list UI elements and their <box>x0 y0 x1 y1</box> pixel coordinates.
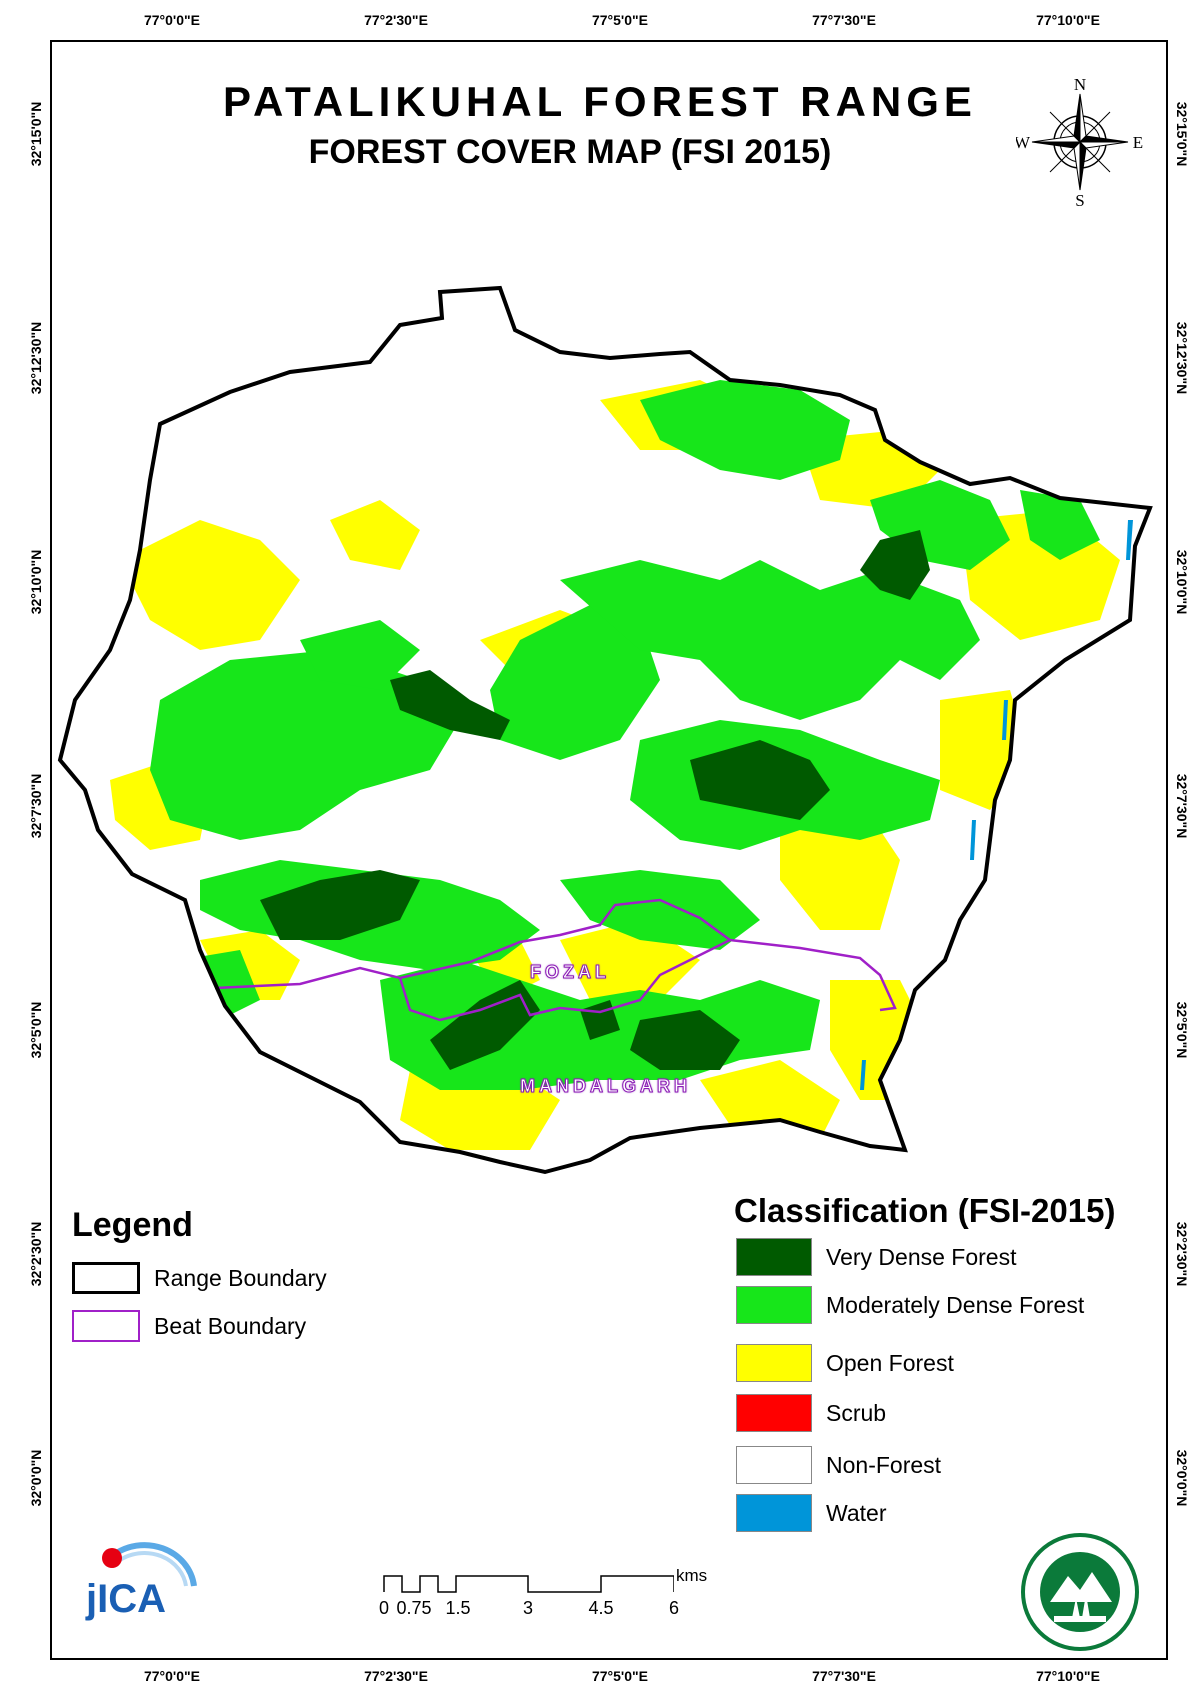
beat-boundary-swatch <box>72 1310 140 1342</box>
longitude-tick-top: 77°5'0"E <box>591 12 649 28</box>
class-item-label: Scrub <box>826 1399 887 1426</box>
compass-east-label: E <box>1133 133 1143 152</box>
compass-west-label: W <box>1016 133 1031 152</box>
longitude-tick-top: 77°0'0"E <box>143 12 201 28</box>
scale-label: 1.5 <box>445 1598 471 1618</box>
beat-label-mandalgarh: MANDALGARH <box>520 1076 691 1097</box>
legend-item-beat-boundary: Beat Boundary <box>72 1310 306 1342</box>
compass-north-label: N <box>1074 76 1086 94</box>
class-item-moderately-dense-forest: Moderately Dense Forest <box>736 1286 1084 1324</box>
scale-label: 4.5 <box>588 1598 614 1618</box>
class-item-label: Open Forest <box>826 1349 954 1376</box>
class-item-label: Water <box>826 1499 887 1526</box>
longitude-tick-top: 77°2'30"E <box>364 12 428 28</box>
range-boundary-swatch <box>72 1262 140 1294</box>
legend-item-label: Beat Boundary <box>154 1312 307 1339</box>
beat-label-fozal: FOZAL <box>530 962 610 983</box>
very-dense-forest-areas <box>260 530 930 1070</box>
class-item-label: Very Dense Forest <box>826 1243 1017 1270</box>
longitude-tick-bottom: 77°0'0"E <box>143 1668 201 1684</box>
water-swatch <box>736 1494 812 1532</box>
longitude-tick-bottom: 77°7'30"E <box>812 1668 876 1684</box>
class-item-scrub: Scrub <box>736 1394 886 1432</box>
forest-department-seal-icon <box>1021 1533 1139 1651</box>
longitude-tick-bottom: 77°10'0"E <box>1036 1668 1100 1684</box>
class-item-very-dense-forest: Very Dense Forest <box>736 1238 1016 1276</box>
map-title: PATALIKUHAL FOREST RANGE <box>223 78 977 125</box>
legend-title: Legend <box>72 1206 193 1244</box>
beat-boundary-line <box>214 898 897 1012</box>
longitude-tick-bottom: 77°2'30"E <box>364 1668 428 1684</box>
class-item-label: Non-Forest <box>826 1451 942 1478</box>
beat-boundary-line <box>398 938 731 1022</box>
compass-rose-icon: N S E W <box>1016 76 1143 208</box>
map-frame <box>50 40 1168 1660</box>
scale-label: 3 <box>522 1598 534 1618</box>
scale-unit: kms <box>676 1566 708 1585</box>
classification-title: Classification (FSI-2015) <box>734 1192 1116 1229</box>
non-forest-swatch <box>736 1446 812 1484</box>
water-bodies <box>860 520 1133 1090</box>
scrub-swatch <box>736 1394 812 1432</box>
class-item-non-forest: Non-Forest <box>736 1446 941 1484</box>
range-boundary-line <box>57 285 1153 1175</box>
jica-logo-icon: jICA <box>85 1542 197 1621</box>
moderately-dense-forest-swatch <box>736 1286 812 1324</box>
scale-label: 0.75 <box>396 1598 432 1618</box>
longitude-tick-top: 77°7'30"E <box>812 12 876 28</box>
map-subtitle: FOREST COVER MAP (FSI 2015) <box>308 133 832 171</box>
svg-text:jICA: jICA <box>85 1577 166 1621</box>
scale-bar-graphic <box>383 1575 674 1593</box>
longitude-tick-top: 77°10'0"E <box>1036 12 1100 28</box>
legend-item-label: Range Boundary <box>154 1264 327 1291</box>
scale-label: 6 <box>668 1598 680 1618</box>
very-dense-forest-swatch <box>736 1238 812 1276</box>
scale-label: 0 <box>378 1598 390 1618</box>
open-forest-swatch <box>736 1344 812 1382</box>
scale-bar: 0 0.75 1.5 3 4.5 6 kms <box>374 1560 708 1630</box>
legend-item-range-boundary: Range Boundary <box>72 1262 327 1294</box>
class-item-water: Water <box>736 1494 887 1532</box>
class-item-open-forest: Open Forest <box>736 1344 954 1382</box>
class-item-label: Moderately Dense Forest <box>826 1291 1085 1318</box>
longitude-tick-bottom: 77°5'0"E <box>591 1668 649 1684</box>
compass-south-label: S <box>1075 191 1084 208</box>
